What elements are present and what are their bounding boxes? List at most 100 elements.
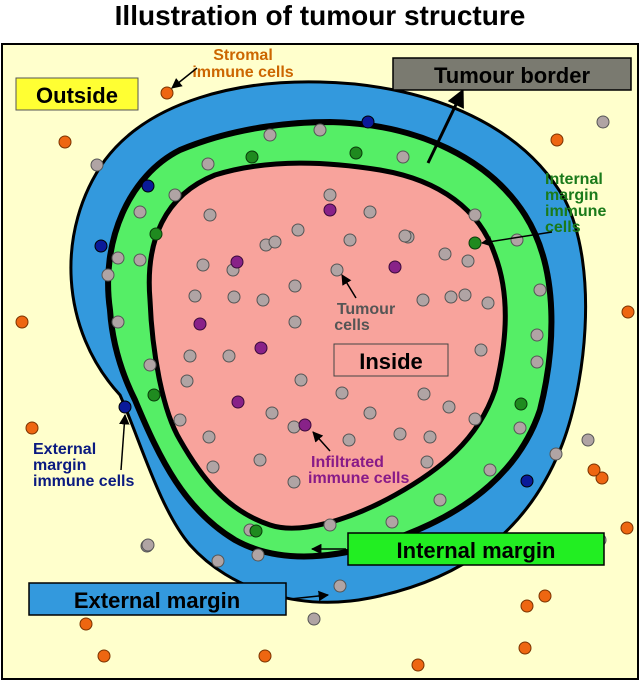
imi-arrow xyxy=(480,231,553,247)
inside-label: Inside xyxy=(333,343,449,377)
infiltrated-cell xyxy=(193,317,207,331)
tumour-cell xyxy=(393,427,407,441)
internal-immune-cell xyxy=(245,150,259,164)
stromal-cell xyxy=(538,589,552,603)
tumour-cell xyxy=(396,150,410,164)
tumour-border-label-text: Tumour border xyxy=(434,63,590,88)
emi-line-2: margin xyxy=(33,457,86,474)
tumour-cell xyxy=(461,254,475,268)
external-margin-immune-cells-label: External margin immune cells xyxy=(33,413,134,490)
tumour-cell xyxy=(363,406,377,420)
internal-immune-cell xyxy=(249,524,263,538)
tumour-cell xyxy=(416,293,430,307)
infiltrated-cell xyxy=(298,418,312,432)
inside-label-text: Inside xyxy=(359,349,423,374)
stromal-cell xyxy=(58,135,72,149)
tumour-cell xyxy=(481,296,495,310)
internal-immune-cell xyxy=(147,388,161,402)
tumour-cell xyxy=(263,128,277,142)
imi-line-2: margin xyxy=(545,187,598,204)
tumour-cell xyxy=(168,188,182,202)
tumour-cell xyxy=(530,355,544,369)
tumour-cells-label: Tumour cells xyxy=(334,274,395,334)
cells-layer xyxy=(15,86,635,672)
tumour-cell xyxy=(173,413,187,427)
tumour-cell xyxy=(596,115,610,129)
stromal-cell xyxy=(587,463,601,477)
tumour-cell xyxy=(143,358,157,372)
tumour-cell xyxy=(196,258,210,272)
tumour-cell xyxy=(111,251,125,265)
tumour-cell xyxy=(133,205,147,219)
stromal-immune-cells-label: Stromal immune cells xyxy=(171,47,294,89)
tumour-cell xyxy=(141,538,155,552)
external-margin-arrow xyxy=(289,590,330,602)
outside-label-text: Outside xyxy=(36,83,118,108)
imi-line-1: Internal xyxy=(545,171,603,188)
tumour-cell xyxy=(323,188,337,202)
external-immune-cell xyxy=(141,179,155,193)
stromal-cell xyxy=(518,641,532,655)
tumour-cell xyxy=(483,463,497,477)
stromal-cell xyxy=(621,305,635,319)
tumour-cell xyxy=(442,400,456,414)
tumour-cell xyxy=(323,518,337,532)
external-margin-label-text: External margin xyxy=(74,588,240,613)
internal-immune-cell xyxy=(149,227,163,241)
emi-line-1: External xyxy=(33,441,96,458)
tumour-cell xyxy=(398,229,412,243)
external-immune-cell xyxy=(94,239,108,253)
infiltrated-cell xyxy=(388,260,402,274)
tumour-cell xyxy=(363,205,377,219)
stromal-arrow xyxy=(171,67,198,89)
external-immune-cell xyxy=(118,400,132,414)
tumour-cell xyxy=(423,430,437,444)
tumour-cell xyxy=(533,283,547,297)
tumour-cell xyxy=(444,290,458,304)
tumour-cell xyxy=(180,374,194,388)
internal-immune-cell xyxy=(349,146,363,160)
infiltrated-cell xyxy=(231,395,245,409)
tumour-cell xyxy=(474,343,488,357)
tumour-cell xyxy=(251,548,265,562)
tumour-cell xyxy=(222,349,236,363)
stromal-cell xyxy=(258,649,272,663)
tumour-cell xyxy=(385,515,399,529)
tumour-cell xyxy=(203,208,217,222)
tumour-cell xyxy=(438,247,452,261)
tumour-cell xyxy=(342,433,356,447)
infiltrated-cell xyxy=(254,341,268,355)
tumour-cell xyxy=(133,253,147,267)
infiltrated-cell xyxy=(323,203,337,217)
stromal-cell xyxy=(160,86,174,100)
infiltrated-line-1: Infiltrated xyxy=(311,454,384,471)
tumour-cell xyxy=(330,263,344,277)
tumour-cells-arrow xyxy=(341,274,357,299)
outside-label: Outside xyxy=(15,77,139,111)
emi-line-3: immune cells xyxy=(33,473,134,490)
stromal-cell xyxy=(79,617,93,631)
imi-line-4: cells xyxy=(545,219,581,236)
tumour-cells-line-2: cells xyxy=(334,317,370,334)
tumour-cell xyxy=(343,233,357,247)
tumour-cell xyxy=(265,406,279,420)
stromal-cell xyxy=(595,471,609,485)
internal-margin-label-text: Internal margin xyxy=(397,538,556,563)
tumour-cells-line-1: Tumour xyxy=(337,301,395,318)
tumour-inside-region xyxy=(146,160,508,531)
tumour-cell xyxy=(468,208,482,222)
stromal-cell xyxy=(15,315,29,329)
stromal-cell xyxy=(97,649,111,663)
tumour-cell xyxy=(287,475,301,489)
infiltrated-line-2: immune cells xyxy=(308,470,409,487)
tumour-border-label: Tumour border xyxy=(392,57,632,91)
tumour-cell xyxy=(111,315,125,329)
tumour-cell xyxy=(307,612,321,626)
tumour-cell xyxy=(287,420,301,434)
internal-margin-label: Internal margin xyxy=(310,532,605,566)
tumour-cell xyxy=(420,455,434,469)
tumour-cell xyxy=(101,268,115,282)
internal-immune-cell xyxy=(514,397,528,411)
stromal-cell xyxy=(25,421,39,435)
